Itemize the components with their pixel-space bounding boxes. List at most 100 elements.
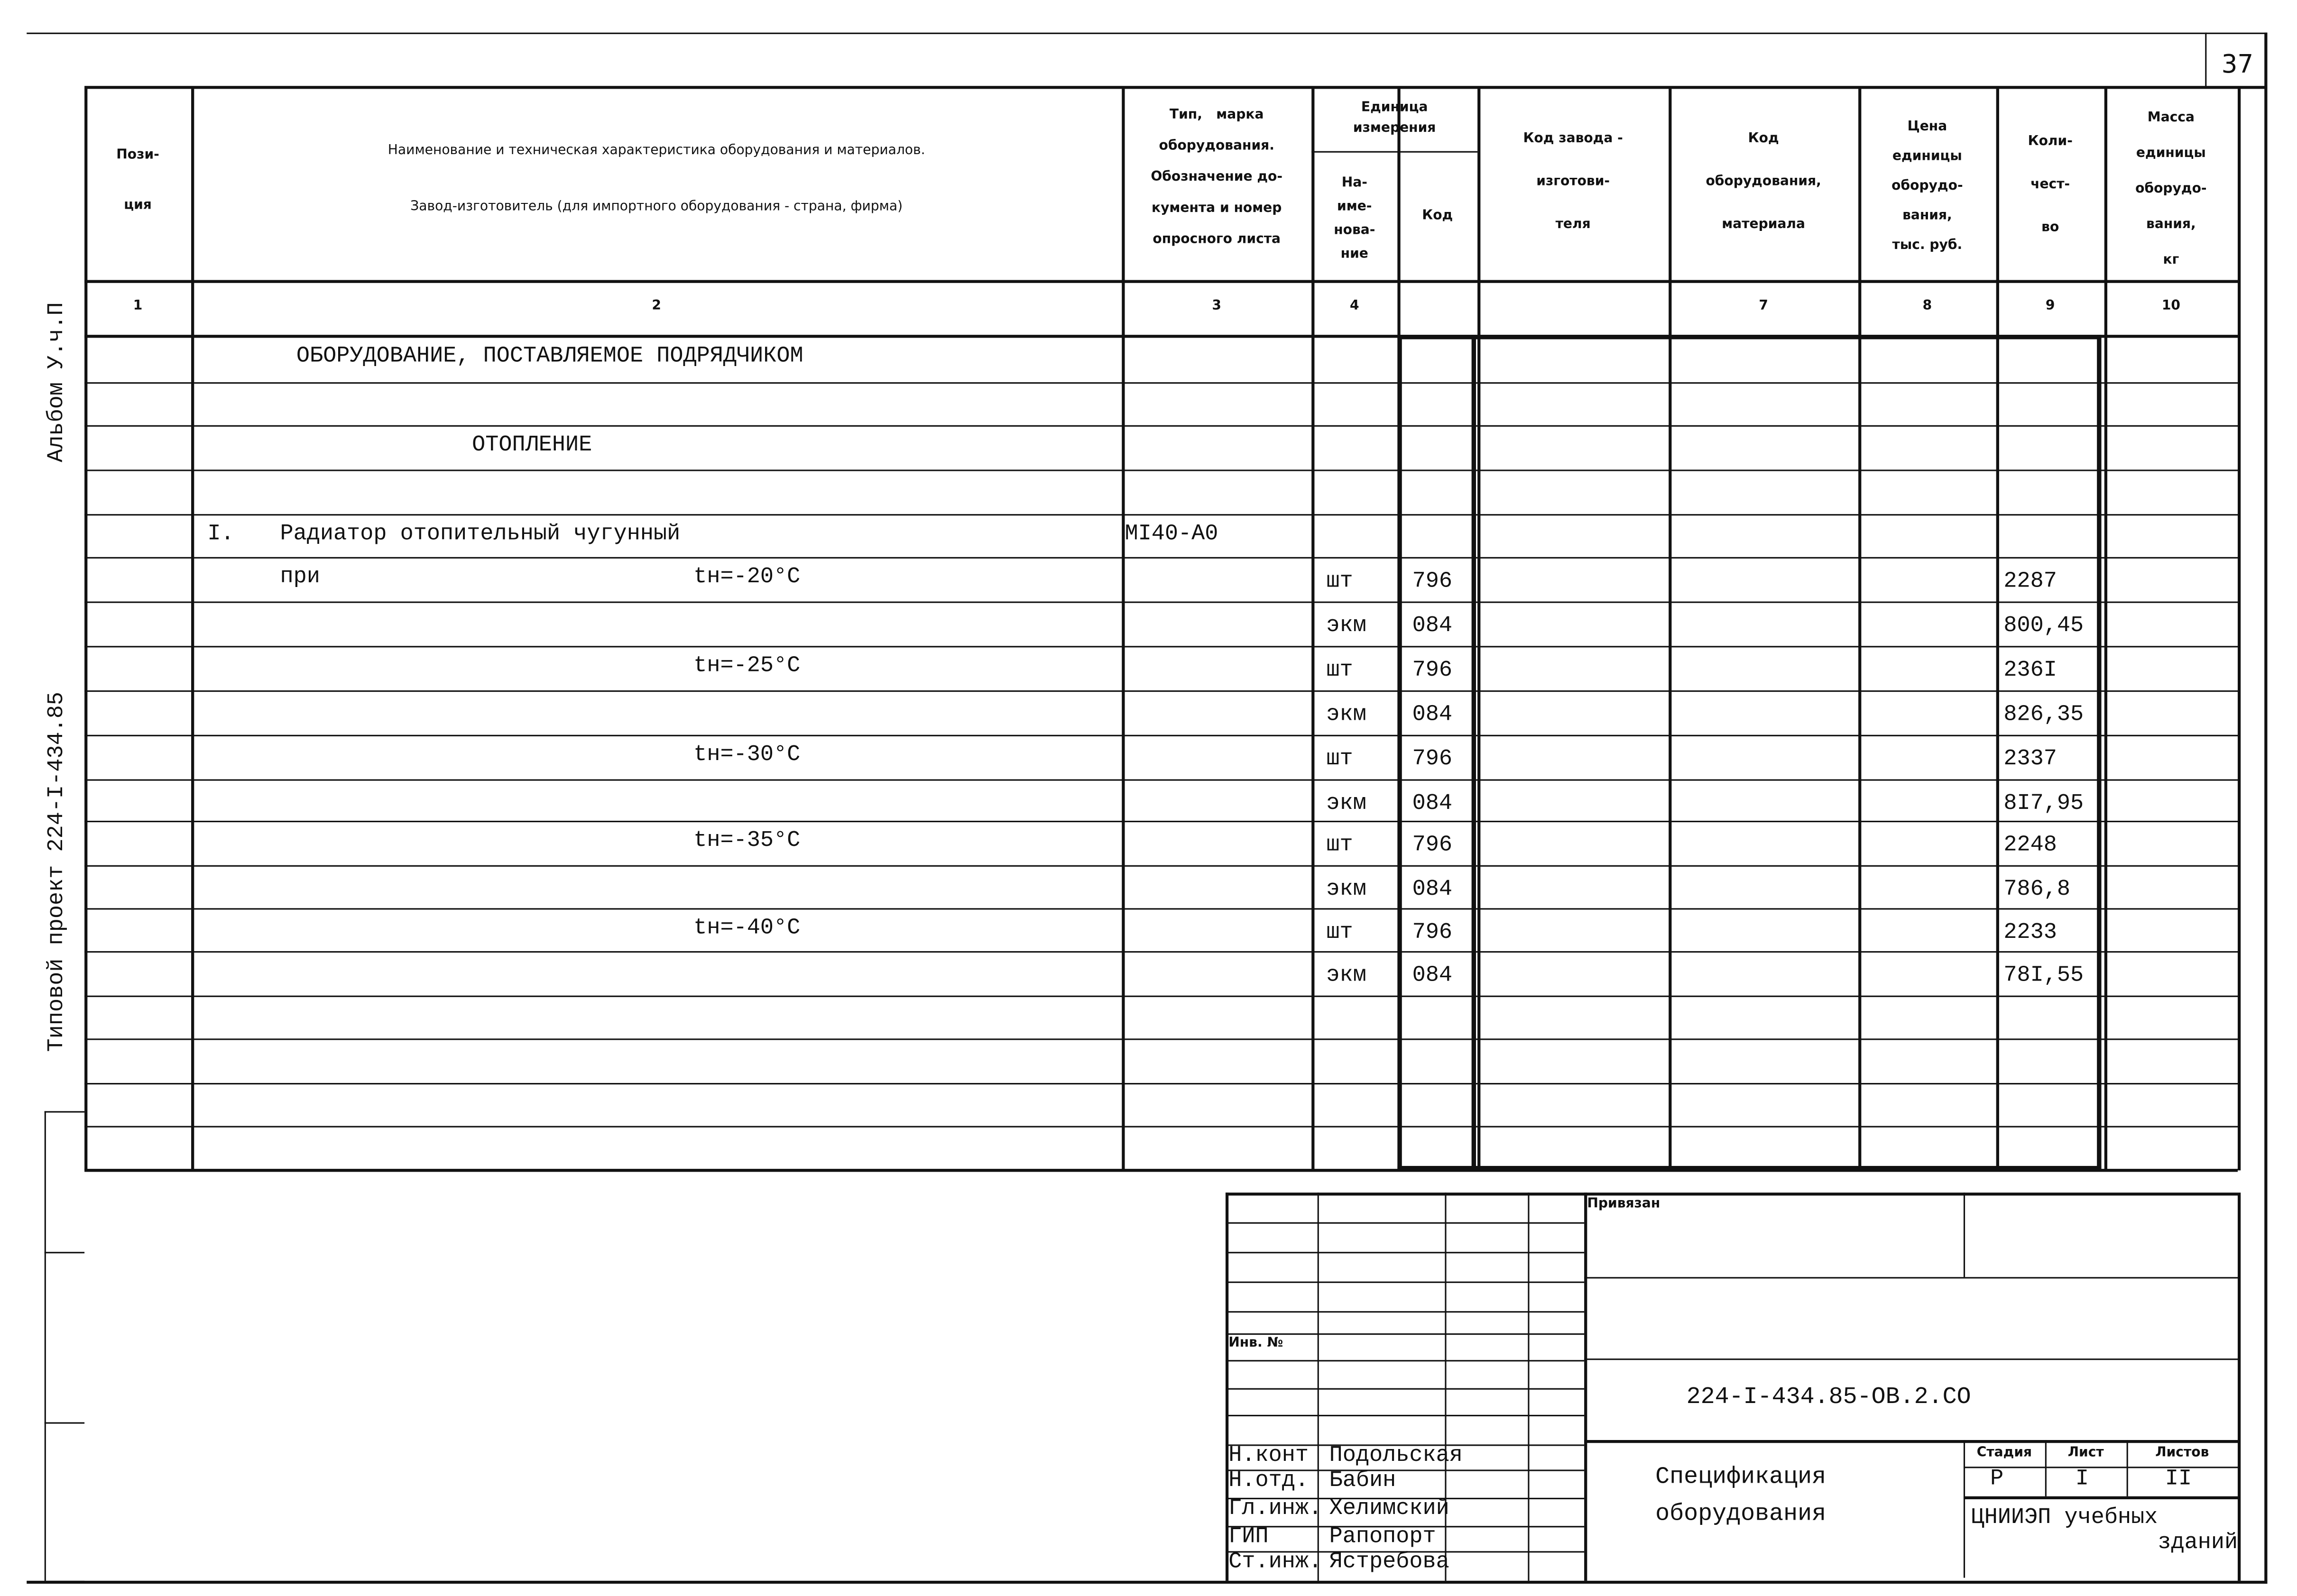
header-type: Тип, марка оборудования. Обозначение до-…: [1151, 108, 1283, 248]
grid-line: [1858, 89, 1862, 1171]
grid-line: [1225, 1469, 1585, 1471]
header-equipment-code: Код оборудования, материала: [1706, 132, 1821, 233]
header-mass: Масса единицы оборудо- вания, кг: [2135, 111, 2207, 268]
column-number: 10: [2161, 299, 2180, 314]
quantity-cell: 800,45: [2003, 613, 2084, 639]
sheets-header: Листов: [2155, 1446, 2209, 1461]
grid-line: [2237, 89, 2241, 1171]
grid-line: [1528, 1192, 1530, 1581]
organization: ЦНИИЭП учебных зданий: [1971, 1505, 2238, 1556]
quantity-cell: 236I: [2003, 658, 2057, 683]
grid-line: [1225, 1192, 1229, 1581]
grid-line: [1584, 1358, 2238, 1360]
grid-line: [1225, 1192, 2238, 1196]
header-factory-code: Код завода - изготови- теля: [1523, 132, 1623, 233]
unit-name-cell: экм: [1326, 702, 1366, 728]
column-number: 3: [1212, 299, 1221, 314]
grid-line: [84, 89, 88, 1171]
frame-line: [2205, 32, 2268, 34]
signer-name: Ястребова: [1329, 1550, 1449, 1575]
grid-line: [1317, 1192, 1319, 1581]
project-label: Типовой проект 224-I-434.85: [44, 691, 70, 1052]
grid-line: [1225, 1333, 1585, 1335]
bold-box: [1397, 335, 1402, 1171]
grid-line: [1963, 1496, 2238, 1499]
unit-code-cell: 084: [1412, 613, 1453, 639]
quantity-cell: 2337: [2003, 746, 2057, 772]
name-cell: при: [280, 564, 320, 590]
grid-line: [1225, 1497, 1585, 1499]
frame-line: [2264, 32, 2268, 1584]
header-unit-name: На- име- нова- ние: [1334, 176, 1375, 263]
grid-line: [1225, 1360, 1585, 1362]
header-manufacturer: Завод-изготовитель (для импортного обору…: [410, 200, 903, 215]
grid-line: [1225, 1311, 1585, 1313]
grid-line: [84, 1126, 2238, 1128]
grid-line: [84, 382, 2238, 384]
signer-role: Ст.инж.: [1228, 1550, 1322, 1575]
frame-line: [44, 1580, 85, 1582]
grid-line: [1996, 89, 1999, 1171]
header-quantity: Коли- чест- во: [2028, 135, 2073, 236]
signer-name: Хелимский: [1329, 1496, 1449, 1522]
grid-line: [84, 336, 2238, 338]
grid-line: [1225, 1444, 1585, 1446]
grid-line: [84, 865, 2238, 867]
grid-line: [1397, 151, 1399, 282]
grid-line: [1225, 1222, 1585, 1224]
quantity-cell: 8I7,95: [2003, 791, 2084, 816]
unit-name-cell: шт: [1326, 658, 1353, 683]
frame-line: [2205, 32, 2207, 89]
signer-role: Н.отд.: [1228, 1468, 1309, 1494]
column-number: 1: [133, 299, 143, 314]
frame-line: [44, 1252, 85, 1254]
unit-name-cell: экм: [1326, 963, 1366, 989]
frame-line: [27, 32, 2205, 34]
grid-line: [2237, 1192, 2241, 1581]
quantity-cell: 2287: [2003, 569, 2057, 594]
grid-line: [84, 557, 2238, 559]
quantity-cell: 826,35: [2003, 702, 2084, 728]
unit-code-cell: 796: [1412, 569, 1453, 594]
bold-box: [1397, 1165, 2102, 1171]
grid-line: [84, 1038, 2238, 1040]
grid-line: [84, 1083, 2238, 1085]
grid-line: [84, 514, 2238, 516]
grid-line: [1584, 1192, 1587, 1581]
grid-line: [2104, 89, 2108, 1171]
document-code: 224-I-434.85-ОВ.2.СО: [1686, 1384, 1971, 1411]
frame-line: [44, 1422, 85, 1424]
grid-line: [1963, 1192, 1965, 1277]
bold-box: [2097, 335, 2102, 1171]
signer-name: Рапопорт: [1329, 1524, 1436, 1550]
grid-line: [1963, 1467, 2238, 1468]
unit-code-cell: 796: [1412, 920, 1453, 945]
unit-code-cell: 796: [1412, 832, 1453, 858]
grid-line: [84, 1169, 2238, 1172]
column-number: 2: [652, 299, 661, 314]
grid-line: [84, 951, 2238, 953]
type-cell: МI40-А0: [1125, 521, 1218, 547]
unit-name-cell: шт: [1326, 569, 1353, 594]
grid-line: [1584, 1277, 2238, 1279]
grid-line: [1445, 1192, 1447, 1581]
header-position: Пози- ция: [116, 148, 159, 213]
inventory-label: Инв. №: [1228, 1336, 1283, 1351]
unit-name-cell: экм: [1326, 791, 1366, 816]
unit-code-cell: 084: [1412, 877, 1453, 902]
grid-line: [84, 335, 2238, 338]
grid-line: [1225, 1414, 1585, 1417]
column-number: 8: [1922, 299, 1932, 314]
grid-line: [1225, 1526, 1585, 1528]
header-name: Наименование и техническая характеристик…: [387, 144, 925, 159]
stage-header: Стадия: [1976, 1446, 2032, 1461]
unit-name-cell: экм: [1326, 613, 1366, 639]
frame-line: [27, 1580, 2268, 1584]
grid-line: [84, 646, 2238, 648]
column-number: 9: [2045, 299, 2055, 314]
unit-name-cell: шт: [1326, 920, 1353, 945]
sheet-number: 37: [2221, 50, 2254, 80]
header-price: Цена единицы оборудо- вания, тыс. руб.: [1891, 120, 1963, 254]
grid-line: [1225, 1388, 1585, 1390]
grid-line: [1477, 89, 1481, 1171]
